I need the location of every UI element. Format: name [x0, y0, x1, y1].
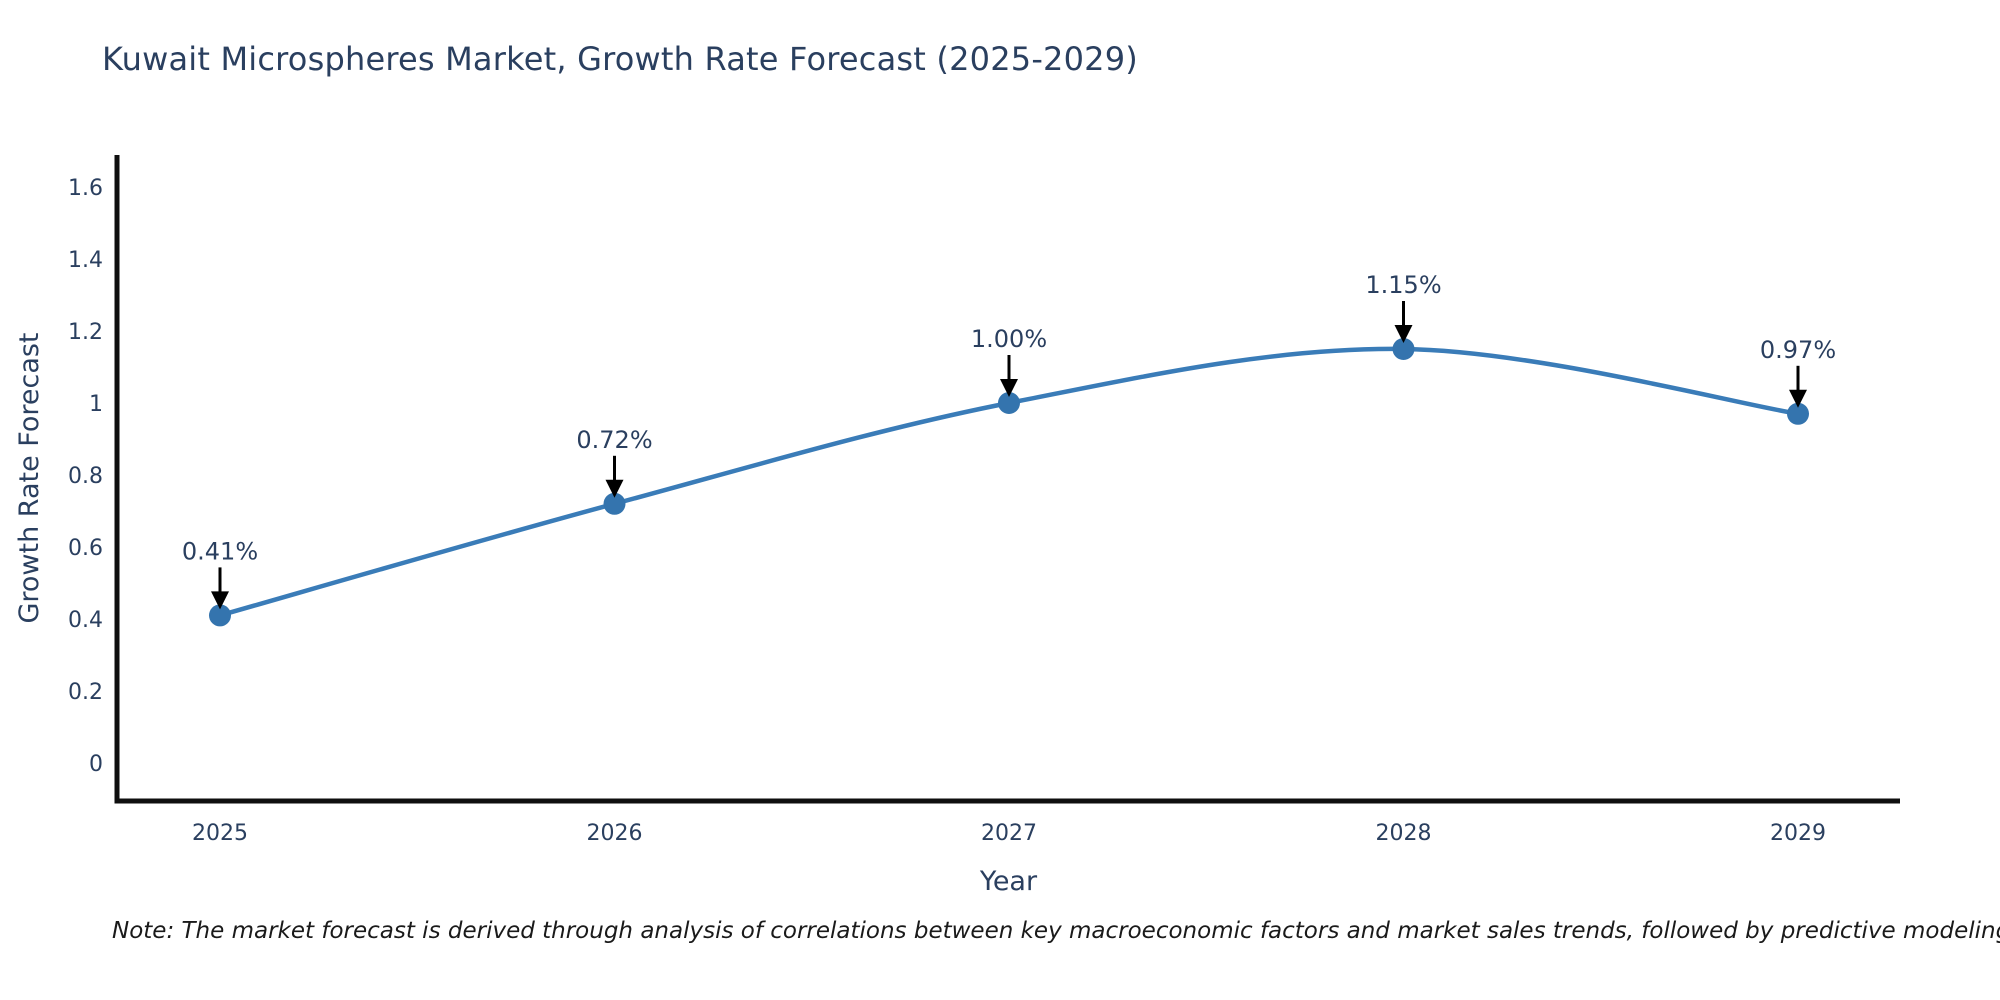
- point-value-label: 0.41%: [182, 537, 258, 565]
- annotation-arrow-head: [1000, 379, 1018, 397]
- y-tick-label: 1.4: [68, 248, 103, 273]
- y-tick-label: 0.4: [68, 608, 103, 633]
- annotation-arrow-head: [1789, 389, 1807, 408]
- point-value-label: 0.97%: [1760, 336, 1836, 364]
- x-tick-label: 2029: [1770, 821, 1826, 846]
- y-tick-label: 0.8: [68, 464, 103, 489]
- y-tick-label: 0.2: [68, 680, 103, 705]
- data-point-2025[interactable]: [209, 604, 231, 627]
- data-point-2029[interactable]: [1787, 402, 1809, 425]
- data-point-2027[interactable]: [998, 392, 1020, 414]
- point-value-label: 1.15%: [1365, 271, 1441, 299]
- x-tick-label: 2026: [587, 821, 643, 846]
- annotation-arrow-head: [211, 591, 229, 610]
- point-value-label: 1.00%: [971, 325, 1047, 353]
- chart-title: Kuwait Microspheres Market, Growth Rate …: [102, 40, 1138, 78]
- point-value-label: 0.72%: [576, 426, 652, 454]
- x-axis-title: Year: [979, 866, 1038, 897]
- y-axis-title: Growth Rate Forecast: [14, 332, 45, 623]
- annotation-arrow-head: [1394, 325, 1413, 343]
- x-tick-label: 2028: [1376, 821, 1432, 846]
- x-tick-label: 2025: [192, 821, 248, 846]
- data-point-2026[interactable]: [603, 492, 626, 515]
- y-tick-label: 0: [89, 752, 103, 777]
- y-tick-label: 1: [89, 392, 103, 417]
- y-tick-label: 1.6: [68, 176, 103, 201]
- data-point-2028[interactable]: [1392, 338, 1415, 360]
- footnote: Note: The market forecast is derived thr…: [112, 918, 2000, 944]
- x-tick-label: 2027: [981, 821, 1037, 846]
- y-tick-label: 1.2: [68, 320, 103, 345]
- annotation-arrow-head: [605, 479, 624, 498]
- y-tick-label: 0.6: [68, 536, 103, 561]
